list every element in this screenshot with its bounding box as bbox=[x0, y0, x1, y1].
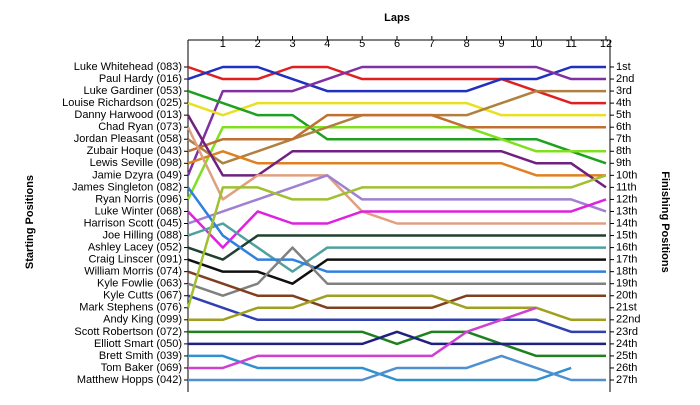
y2-tick-label: 8th bbox=[616, 145, 631, 157]
position-line bbox=[187, 113, 606, 153]
y2-tick-label: 27th bbox=[616, 374, 637, 386]
driver-label: Tom Baker (069) bbox=[101, 362, 182, 374]
driver-label: Andy King (099) bbox=[103, 314, 182, 326]
y2-tick-label: 15th bbox=[616, 229, 637, 241]
y2-tick-label: 26th bbox=[616, 362, 637, 374]
y2-tick-label: 1st bbox=[616, 61, 631, 73]
y2-tick-label: 18th bbox=[616, 266, 637, 278]
position-line bbox=[188, 330, 606, 346]
driver-label: Elliott Smart (050) bbox=[94, 338, 182, 350]
driver-label: Luke Winter (068) bbox=[95, 205, 182, 217]
driver-label: Ashley Lacey (052) bbox=[88, 241, 182, 253]
position-line bbox=[187, 89, 607, 165]
y-axis-title: Starting Positions bbox=[24, 175, 36, 269]
y2-tick-label: 11th bbox=[616, 181, 637, 193]
x-axis-title: Laps bbox=[384, 12, 410, 24]
driver-label: Brett Smith (039) bbox=[99, 350, 182, 362]
position-line bbox=[188, 306, 537, 370]
position-line bbox=[186, 174, 607, 309]
y2-tick-label: 4th bbox=[616, 97, 631, 109]
x-tick-label: 4 bbox=[324, 38, 330, 50]
y2-tick-label: 7th bbox=[616, 133, 631, 145]
y2-tick-label: 20th bbox=[616, 290, 637, 302]
y2-axis-title: Finishing Positions bbox=[659, 171, 671, 272]
x-tick-label: 8 bbox=[464, 38, 470, 50]
driver-label: Joe Hilling (088) bbox=[103, 229, 182, 241]
x-tick-label: 6 bbox=[394, 38, 400, 50]
driver-label: Jordan Pleasant (058) bbox=[74, 133, 182, 145]
x-tick-label: 3 bbox=[289, 38, 295, 50]
driver-label: Danny Harwood (013) bbox=[74, 109, 182, 121]
driver-label: Jamie Dzyra (049) bbox=[92, 169, 182, 181]
x-tick-label: 11 bbox=[565, 38, 576, 50]
position-line bbox=[186, 125, 606, 200]
y2-tick-label: 9th bbox=[616, 157, 631, 169]
position-line bbox=[187, 198, 607, 249]
position-line bbox=[187, 222, 606, 273]
y2-tick-label: 16th bbox=[616, 241, 637, 253]
driver-label: Kyle Cutts (067) bbox=[103, 290, 182, 302]
position-line bbox=[188, 330, 606, 358]
driver-label: Mark Stephens (076) bbox=[79, 302, 182, 314]
y2-tick-label: 3rd bbox=[616, 85, 632, 97]
position-line bbox=[187, 174, 607, 225]
driver-label: Louise Richardson (025) bbox=[62, 97, 182, 109]
x-tick-label: 5 bbox=[359, 38, 365, 50]
driver-label: Craig Linscer (091) bbox=[88, 254, 182, 266]
x-tick-label: 1 bbox=[220, 38, 226, 50]
x-tick-label: 7 bbox=[429, 38, 435, 50]
driver-label: Chad Ryan (073) bbox=[98, 121, 182, 133]
driver-label: Scott Robertson (072) bbox=[74, 326, 182, 338]
y2-tick-label: 23rd bbox=[616, 326, 638, 338]
driver-label: Paul Hardy (016) bbox=[99, 73, 182, 85]
driver-label: Luke Gardiner (053) bbox=[84, 85, 182, 97]
position-line bbox=[187, 150, 606, 177]
y2-tick-label: 17th bbox=[616, 254, 637, 266]
position-line bbox=[187, 234, 606, 261]
y2-tick-label: 5th bbox=[616, 109, 631, 121]
position-line bbox=[188, 354, 606, 382]
position-line bbox=[187, 258, 606, 285]
driver-label: Lewis Seville (098) bbox=[90, 157, 182, 169]
driver-label: James Singleton (082) bbox=[72, 181, 182, 193]
driver-label: Ryan Norris (096) bbox=[95, 193, 182, 205]
y2-tick-label: 12th bbox=[616, 193, 637, 205]
position-line bbox=[187, 294, 606, 334]
driver-label: William Morris (074) bbox=[84, 266, 182, 278]
y2-tick-label: 21st bbox=[616, 302, 637, 314]
position-line bbox=[186, 186, 606, 273]
driver-label: Zubair Hoque (043) bbox=[87, 145, 182, 157]
position-line bbox=[187, 65, 606, 93]
driver-label: Luke Whitehead (083) bbox=[74, 61, 182, 73]
y2-tick-label: 14th bbox=[616, 217, 637, 229]
driver-label: Harrison Scott (045) bbox=[84, 217, 182, 229]
position-line bbox=[187, 270, 606, 310]
y2-tick-label: 19th bbox=[616, 278, 637, 290]
position-line bbox=[186, 126, 606, 225]
position-line bbox=[186, 65, 606, 176]
x-tick-label: 2 bbox=[255, 38, 261, 50]
y2-tick-label: 22nd bbox=[616, 314, 640, 326]
y2-tick-label: 24th bbox=[616, 338, 637, 350]
y2-tick-label: 10th bbox=[616, 169, 637, 181]
position-line bbox=[187, 101, 606, 117]
y2-tick-label: 2nd bbox=[616, 73, 634, 85]
position-line bbox=[187, 246, 606, 297]
y2-tick-label: 6th bbox=[616, 121, 631, 133]
driver-label: Kyle Fowlie (063) bbox=[97, 278, 182, 290]
x-tick-label: 9 bbox=[498, 38, 504, 50]
x-tick-label: 10 bbox=[530, 38, 542, 50]
driver-label: Matthew Hopps (042) bbox=[77, 374, 182, 386]
y2-tick-label: 25th bbox=[616, 350, 637, 362]
y2-tick-label: 13th bbox=[616, 205, 637, 217]
x-tick-label: 12 bbox=[600, 38, 612, 50]
